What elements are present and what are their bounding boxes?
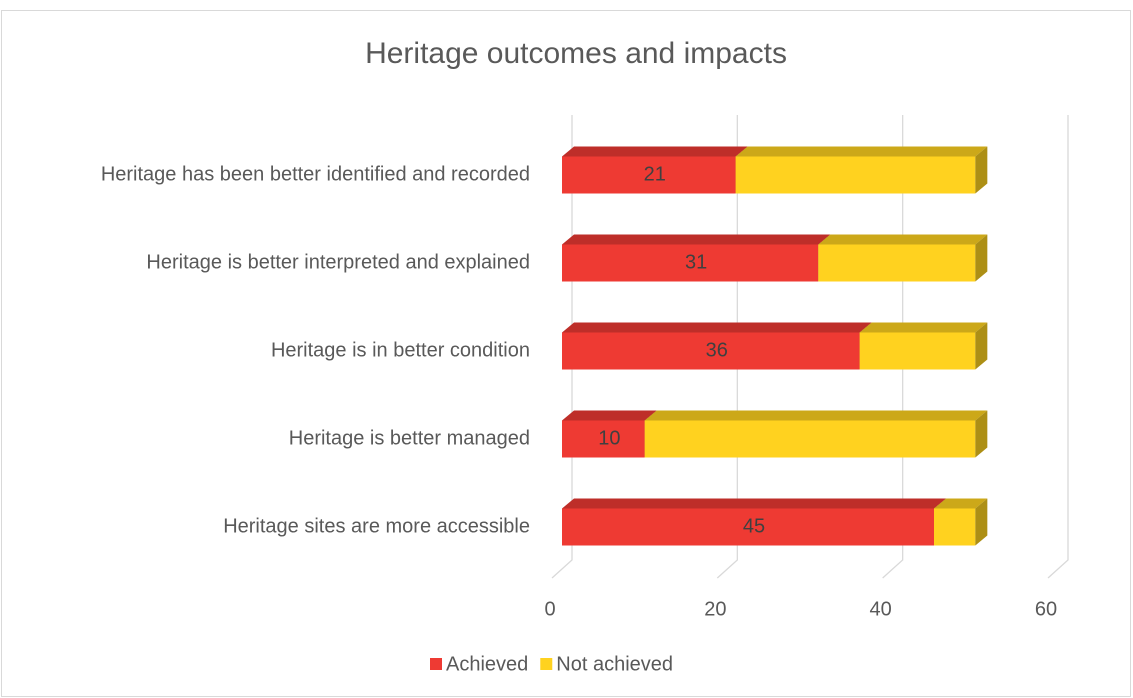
bar (934, 508, 976, 546)
bar-top (735, 146, 988, 157)
bar-top (859, 322, 988, 333)
bar-top (562, 410, 657, 421)
category-label: Heritage has been better identified and … (101, 163, 530, 185)
bar-top (818, 234, 988, 245)
bar-segment (562, 498, 946, 546)
bar-segment (644, 410, 988, 458)
bar (644, 420, 976, 458)
bar-top (562, 498, 946, 509)
bar (562, 156, 736, 194)
chart-title: Heritage outcomes and impacts (365, 37, 787, 70)
bar-top (562, 146, 748, 157)
bar (735, 156, 976, 194)
legend-swatch (430, 658, 442, 670)
bar (562, 420, 645, 458)
bar-segment (934, 498, 988, 546)
x-tick-label: 40 (870, 598, 892, 620)
bar-top (934, 498, 988, 509)
grid-line (1047, 115, 1069, 579)
category-label: Heritage is better interpreted and expla… (146, 251, 530, 273)
legend-swatch (540, 658, 553, 670)
category-label: Heritage is better managed (289, 427, 530, 449)
legend-label: Not achieved (556, 653, 673, 675)
bar-side (975, 498, 988, 546)
bar-segment (818, 234, 988, 282)
data-label: 36 (706, 339, 728, 361)
bar (818, 244, 976, 282)
bar (562, 244, 819, 282)
bar-side (975, 234, 988, 282)
x-tick-label: 0 (544, 598, 555, 620)
x-tick-label: 60 (1035, 598, 1057, 620)
bar (562, 508, 934, 546)
data-label: 31 (685, 251, 707, 273)
bar-segment (735, 146, 988, 194)
bar-side (975, 322, 988, 370)
data-label: 21 (644, 163, 666, 185)
data-label: 45 (743, 515, 765, 537)
bar (562, 332, 860, 370)
x-tick-label: 20 (704, 598, 726, 620)
legend-label: Achieved (446, 653, 528, 675)
category-label: Heritage sites are more accessible (223, 515, 530, 537)
bar-top (644, 410, 988, 421)
data-label: 10 (598, 427, 620, 449)
bar-top (562, 234, 831, 245)
bar-top (562, 322, 872, 333)
category-label: Heritage is in better condition (271, 339, 530, 361)
bar-side (975, 146, 988, 194)
bar (859, 332, 976, 370)
bar-side (975, 410, 988, 458)
bar-segment (859, 322, 988, 370)
